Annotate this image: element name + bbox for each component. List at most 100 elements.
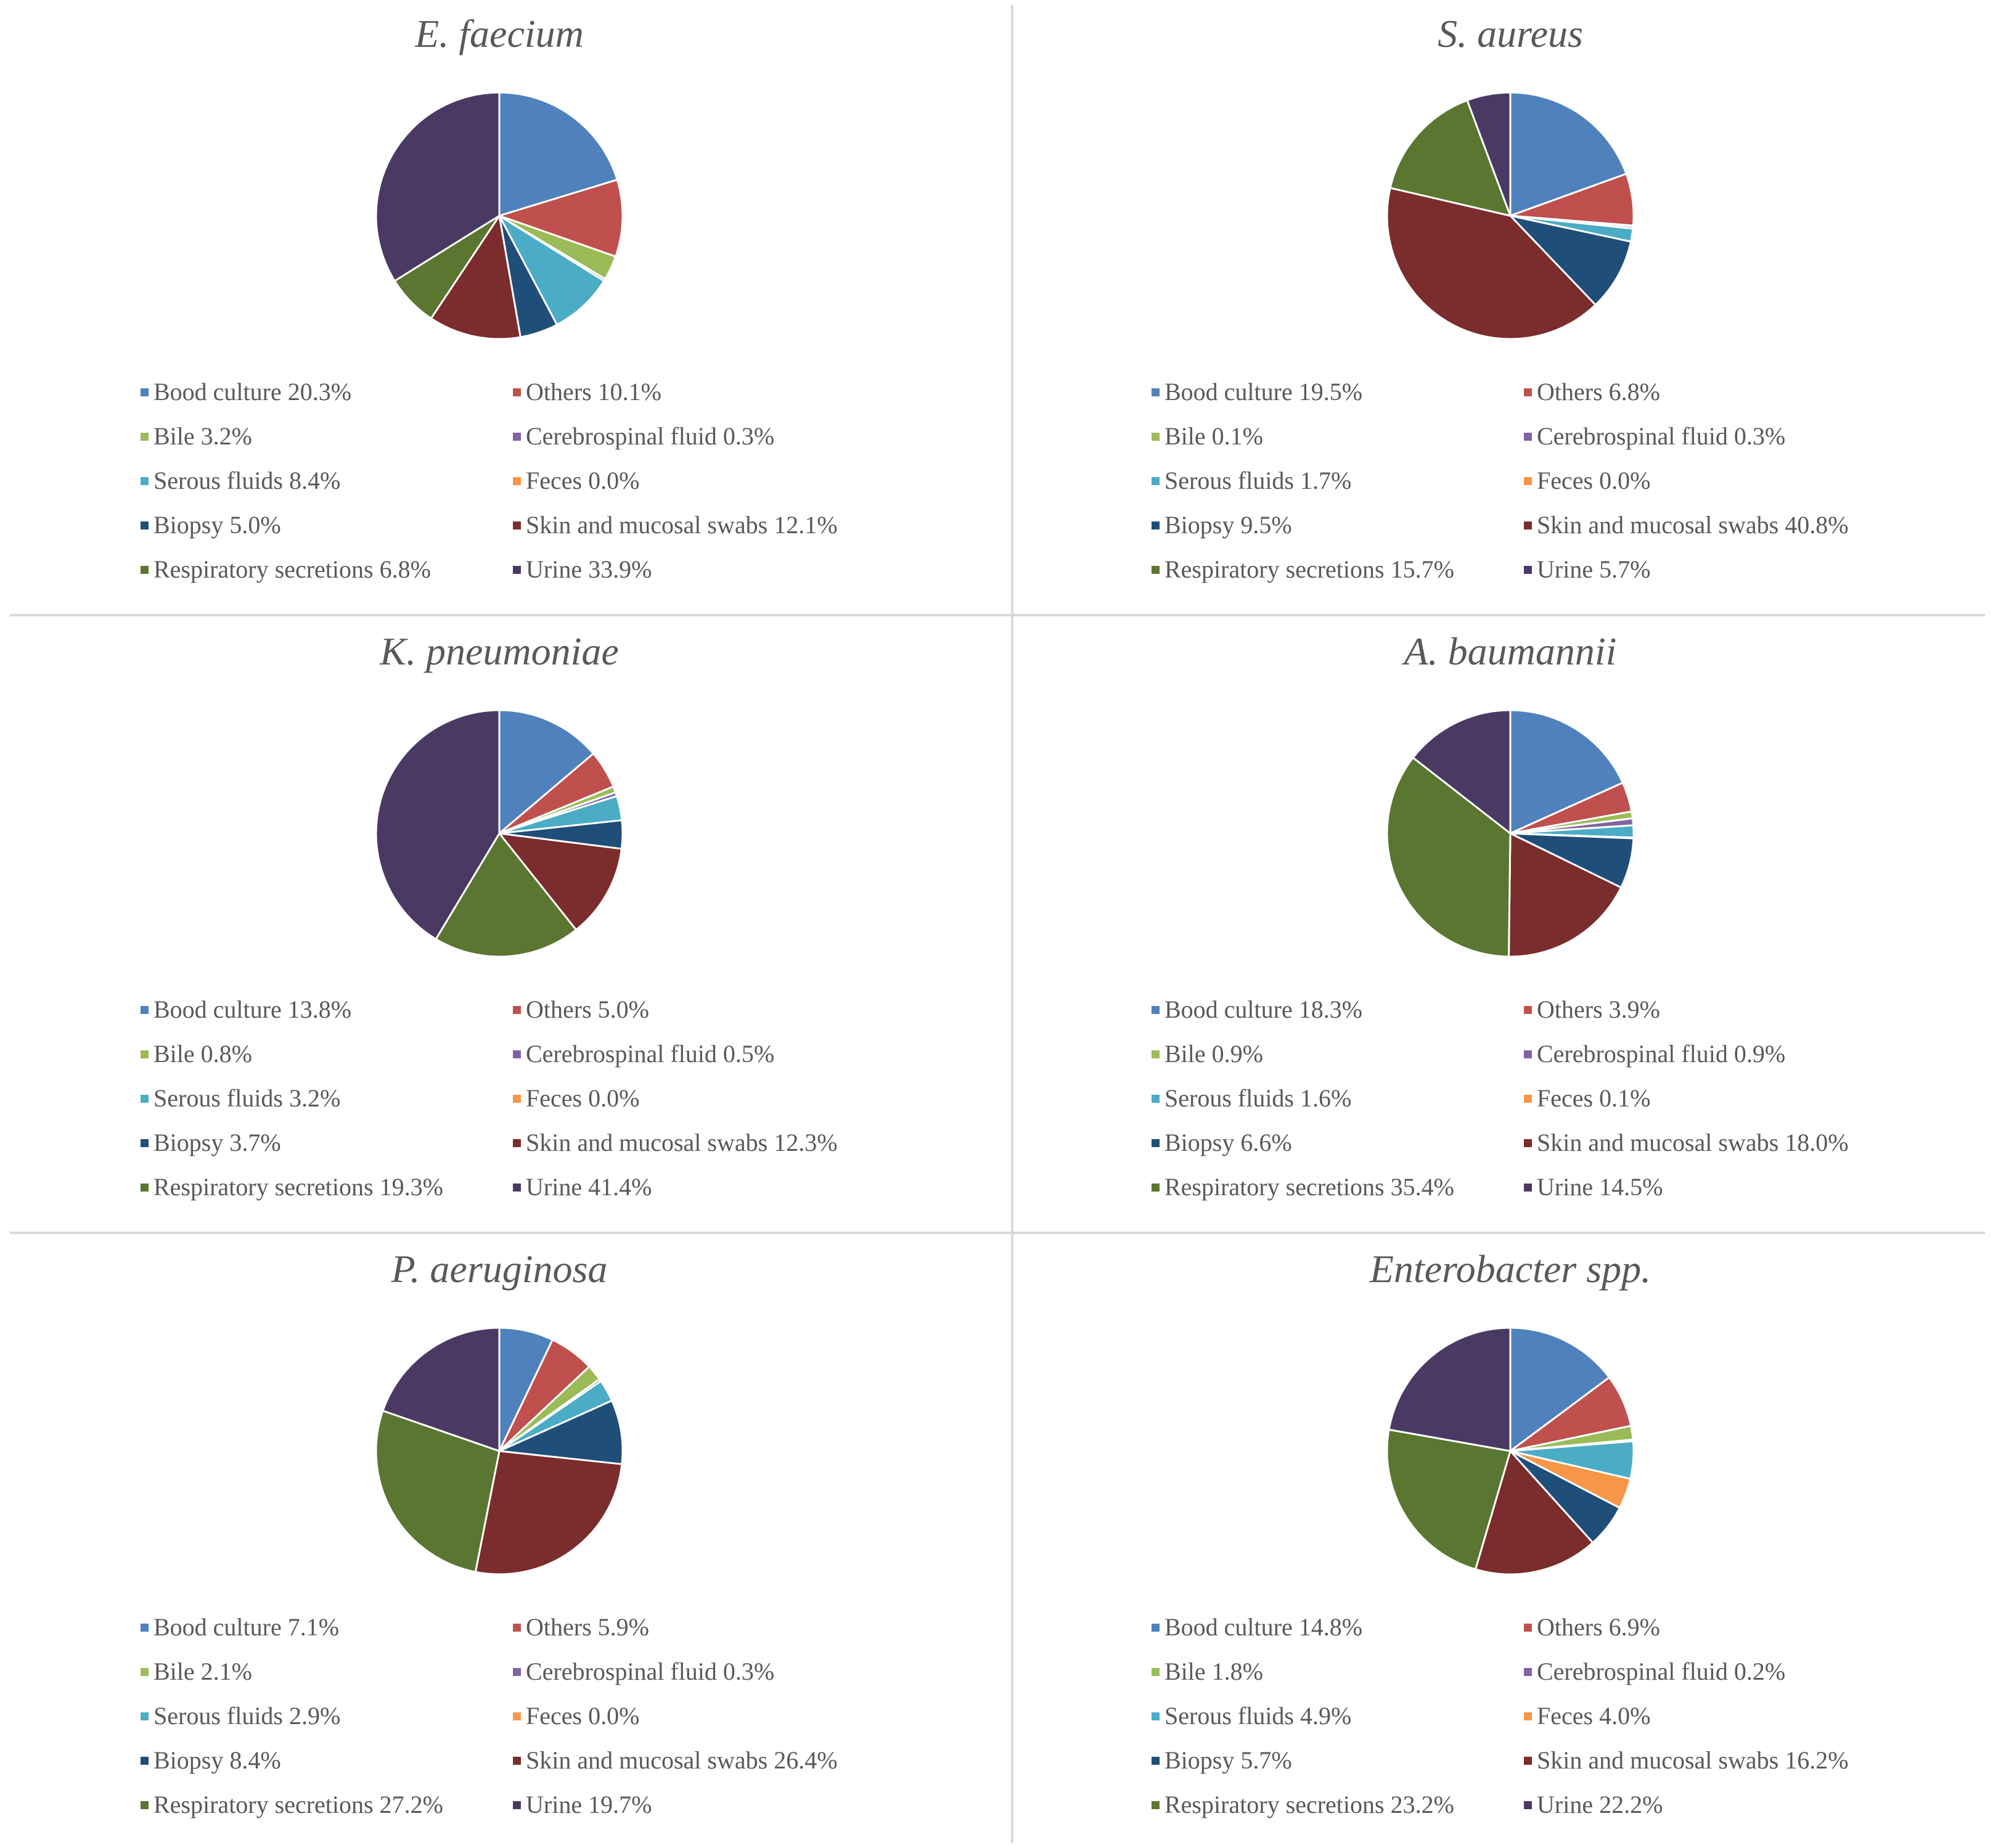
legend-label: Respiratory secretions 35.4% <box>1164 1173 1454 1201</box>
legend-item-respiratory-secretions: Respiratory secretions 23.2% <box>1152 1786 1454 1823</box>
legend-label: Bood culture 18.3% <box>1164 996 1363 1023</box>
legend-item-biopsy: Biopsy 6.6% <box>1152 1124 1292 1161</box>
legend-item-bood-culture: Bood culture 18.3% <box>1152 991 1362 1028</box>
legend-swatch <box>1524 1801 1532 1810</box>
legend-label: Skin and mucosal swabs 12.1% <box>526 511 838 539</box>
pie-slice-respiratory-secretions <box>435 832 578 958</box>
legend-swatch <box>1524 1712 1532 1721</box>
legend-swatch <box>141 477 149 486</box>
pie-slice-skin-and-mucosal-swabs <box>430 215 522 340</box>
legend-swatch <box>513 1624 521 1632</box>
legend-label: Biopsy 3.7% <box>153 1129 281 1156</box>
legend-swatch <box>513 521 521 530</box>
legend-label: Skin and mucosal swabs 40.8% <box>1537 511 1849 539</box>
pie-slice-urine <box>1388 1327 1512 1452</box>
pie-slice-biopsy <box>1509 215 1632 306</box>
legend-label: Bood culture 7.1% <box>153 1613 340 1641</box>
chart-title: P. aeruginosa <box>391 1247 608 1291</box>
legend-label: Others 5.9% <box>526 1613 649 1641</box>
legend-item-serous-fluids: Serous fluids 4.9% <box>1152 1698 1351 1735</box>
legend-label: Others 3.9% <box>1537 996 1660 1023</box>
legend-item-skin-and-mucosal-swabs: Skin and mucosal swabs 18.0% <box>1524 1124 1849 1161</box>
legend-swatch <box>513 1006 521 1015</box>
legend-label: Bile 0.8% <box>153 1040 252 1068</box>
legend-swatch <box>513 1184 521 1192</box>
legend-swatch <box>141 1050 149 1059</box>
legend-item-bood-culture: Bood culture 19.5% <box>1152 374 1362 411</box>
pie-slice-skin-and-mucosal-swabs <box>1386 187 1597 340</box>
legend-label: Biopsy 5.0% <box>153 511 281 539</box>
legend-label: Others 10.1% <box>526 378 661 406</box>
pie-chart <box>375 1327 624 1576</box>
legend-swatch <box>1524 477 1532 486</box>
legend-label: Others 6.9% <box>1537 1613 1660 1641</box>
pie-slice-skin-and-mucosal-swabs <box>474 1450 623 1576</box>
pie-slice-bood-culture <box>498 91 618 217</box>
legend-swatch <box>513 1095 521 1103</box>
legend-label: Serous fluids 4.9% <box>1164 1702 1352 1730</box>
legend-item-urine: Urine 19.7% <box>513 1786 652 1823</box>
legend-item-feces: Feces 0.0% <box>1524 462 1650 499</box>
pie-slice-serous-fluids <box>498 215 605 326</box>
pie-slice-bood-culture <box>1509 1327 1610 1452</box>
legend-item-cerebrospinal-fluid: Cerebrospinal fluid 0.3% <box>1524 418 1785 455</box>
legend-item-skin-and-mucosal-swabs: Skin and mucosal swabs 16.2% <box>1524 1742 1849 1779</box>
chart-title: Enterobacter spp. <box>1369 1247 1651 1291</box>
legend-swatch <box>1524 1006 1532 1015</box>
chart-panel-p-aeruginosa: P. aeruginosa Bood culture 7.1% Others 5.9… <box>6 1235 992 1846</box>
legend-swatch <box>513 433 521 441</box>
legend-item-serous-fluids: Serous fluids 1.7% <box>1152 462 1351 499</box>
chart-panel-a-baumannii: A. baumannii Bood culture 18.3% Others 3.9… <box>1017 618 1993 1228</box>
legend-label: Bile 0.9% <box>1164 1040 1263 1068</box>
pie-chart <box>1386 1327 1635 1576</box>
legend-item-cerebrospinal-fluid: Cerebrospinal fluid 0.9% <box>1524 1036 1785 1073</box>
pie-slice-others <box>498 179 624 258</box>
legend-label: Bile 2.1% <box>153 1658 252 1685</box>
pie-slice-bood-culture <box>498 709 594 835</box>
legend-swatch <box>1152 566 1160 574</box>
legend-swatch <box>141 1801 149 1810</box>
legend-swatch <box>1524 1757 1532 1765</box>
legend-label: Skin and mucosal swabs 16.2% <box>1537 1746 1849 1774</box>
legend-swatch <box>141 1006 149 1015</box>
vertical-divider <box>1011 5 1013 1843</box>
legend-item-bood-culture: Bood culture 7.1% <box>141 1609 339 1646</box>
legend-label: Serous fluids 1.6% <box>1164 1084 1352 1112</box>
legend-label: Cerebrospinal fluid 0.3% <box>526 1658 775 1685</box>
legend-item-others: Others 6.8% <box>1524 374 1660 411</box>
legend-label: Feces 0.0% <box>1537 467 1651 494</box>
pie-chart <box>375 709 624 958</box>
legend-item-feces: Feces 0.0% <box>513 1080 639 1117</box>
legend-label: Biopsy 6.6% <box>1164 1129 1292 1156</box>
legend-swatch <box>1152 1712 1160 1721</box>
legend-item-others: Others 6.9% <box>1524 1609 1660 1646</box>
legend-label: Feces 0.0% <box>526 467 640 494</box>
pie-chart <box>1386 709 1635 958</box>
legend-swatch <box>1152 1624 1160 1632</box>
legend-label: Feces 4.0% <box>1537 1702 1651 1730</box>
legend-item-feces: Feces 0.0% <box>513 1698 639 1735</box>
legend-label: Feces 0.0% <box>526 1702 640 1730</box>
pie-slice-respiratory-secretions <box>1389 99 1512 217</box>
legend-item-skin-and-mucosal-swabs: Skin and mucosal swabs 12.1% <box>513 507 838 544</box>
chart-panel-s-aureus: S. aureus Bood culture 19.5% Others 6.8% Bi… <box>1017 0 1993 610</box>
chart-legend: Bood culture 19.5% Others 6.8% Bile 0.1% Ce… <box>1152 374 1891 602</box>
legend-item-bile: Bile 1.8% <box>1152 1653 1263 1690</box>
legend-label: Urine 22.2% <box>1537 1791 1663 1818</box>
pie-slice-skin-and-mucosal-swabs <box>1475 1450 1594 1576</box>
legend-swatch <box>141 521 149 530</box>
pie-slice-urine <box>1412 709 1512 835</box>
legend-swatch <box>1524 1050 1532 1059</box>
legend-swatch <box>141 566 149 574</box>
chart-legend: Bood culture 20.3% Others 10.1% Bile 3.2% C… <box>141 374 880 602</box>
pie-chart <box>375 91 624 340</box>
pie-slice-skin-and-mucosal-swabs <box>1507 832 1623 958</box>
legend-item-cerebrospinal-fluid: Cerebrospinal fluid 0.3% <box>513 1653 774 1690</box>
legend-item-urine: Urine 22.2% <box>1524 1786 1663 1823</box>
legend-label: Urine 14.5% <box>1537 1173 1663 1201</box>
legend-item-respiratory-secretions: Respiratory secretions 19.3% <box>141 1169 443 1206</box>
legend-item-feces: Feces 0.1% <box>1524 1080 1650 1117</box>
legend-label: Serous fluids 8.4% <box>153 467 341 494</box>
pie-chart <box>1386 91 1635 340</box>
legend-label: Respiratory secretions 19.3% <box>153 1173 443 1201</box>
